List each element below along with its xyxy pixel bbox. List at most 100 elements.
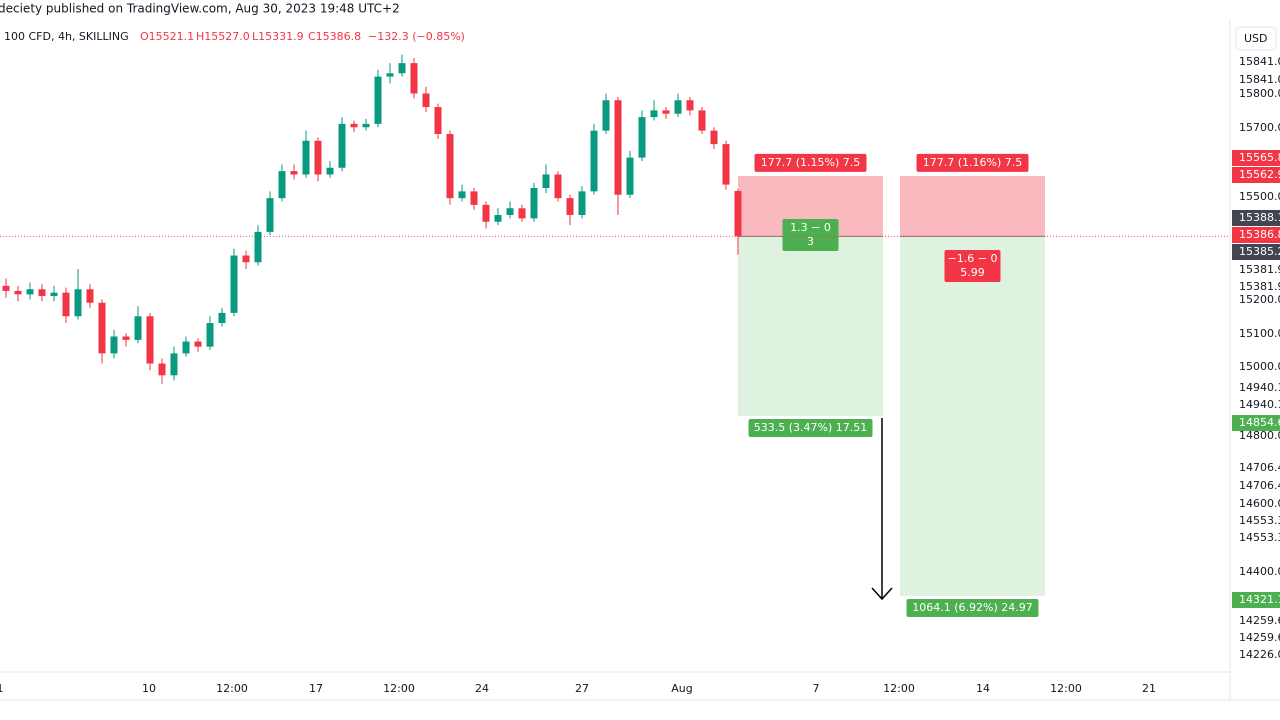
price-label: 14259.6 xyxy=(1239,614,1280,627)
candle-body xyxy=(326,167,334,175)
candle-body xyxy=(338,123,346,168)
candle-body xyxy=(494,214,502,222)
price-tag-bg xyxy=(1232,167,1280,183)
candle-body xyxy=(638,117,646,158)
candle-body xyxy=(134,316,142,340)
price-label: 15841.0 xyxy=(1239,73,1280,86)
time-label: Aug xyxy=(671,682,692,695)
candle-body xyxy=(386,73,394,77)
candle-body xyxy=(122,336,130,340)
candle-body xyxy=(182,341,190,354)
price-label: 15841.0 xyxy=(1239,55,1280,68)
candle-body xyxy=(14,290,22,295)
price-label: 15800.0 xyxy=(1239,87,1280,100)
price-tag-bg xyxy=(1232,592,1280,608)
candle-body xyxy=(734,191,742,237)
status-label: 3 xyxy=(807,235,814,248)
price-label: 15565.8 xyxy=(1239,151,1280,164)
candle-body xyxy=(278,171,286,199)
candle-body xyxy=(350,123,358,128)
candle-body xyxy=(158,363,166,376)
price-label: 15000.0 xyxy=(1239,360,1280,373)
price-label: 15700.0 xyxy=(1239,121,1280,134)
price-label: 14940.1 xyxy=(1239,381,1280,394)
time-label: 12:00 xyxy=(216,682,248,695)
candle-body xyxy=(506,208,514,215)
price-label: 15381.9 xyxy=(1239,263,1280,276)
stop-label-bg xyxy=(916,153,1029,172)
ohlc-high: H15527.0 xyxy=(196,30,250,43)
price-label: 15562.9 xyxy=(1239,168,1280,181)
target-zone xyxy=(900,236,1045,597)
stop-zone xyxy=(900,175,1045,237)
candle-body xyxy=(230,255,238,313)
candle-body xyxy=(530,187,538,219)
time-label: 12:00 xyxy=(383,682,415,695)
publish-header: deciety published on TradingView.com, Au… xyxy=(0,2,400,16)
candle-body xyxy=(578,191,586,215)
candle-body xyxy=(266,198,274,232)
time-label: 12:00 xyxy=(1050,682,1082,695)
price-label: 15381.9 xyxy=(1239,280,1280,293)
candle-body xyxy=(362,123,370,128)
candle-body xyxy=(62,292,70,317)
time-label: 1 xyxy=(0,682,4,695)
time-label: 21 xyxy=(1142,682,1156,695)
arrow-head xyxy=(871,587,893,601)
price-label: 15388.1 xyxy=(1239,211,1280,224)
candle-body xyxy=(662,110,670,114)
candle-body xyxy=(218,312,226,324)
candle-body xyxy=(470,191,478,205)
candle-body xyxy=(50,292,58,297)
price-label: 14854.6 xyxy=(1239,416,1280,429)
price-label: 14940.1 xyxy=(1239,398,1280,411)
currency[interactable]: USD xyxy=(1244,32,1268,45)
time-label: 10 xyxy=(142,682,156,695)
price-label: 15200.0 xyxy=(1239,293,1280,306)
target-label-bg xyxy=(748,418,873,437)
time-label: 17 xyxy=(309,682,323,695)
price-label: 14706.4 xyxy=(1239,461,1280,474)
candle-body xyxy=(614,100,622,195)
candle-body xyxy=(554,174,562,199)
candle-body xyxy=(674,100,682,114)
candle-body xyxy=(698,110,706,131)
candle-body xyxy=(374,76,382,124)
price-tag-bg xyxy=(1232,210,1280,226)
price-tag-bg xyxy=(1232,150,1280,166)
target-label: 533.5 (3.47%) 17.51 xyxy=(754,421,868,434)
price-label: 14553.3 xyxy=(1239,531,1280,544)
candle-body xyxy=(686,100,694,111)
status-label-bg xyxy=(782,219,839,251)
candle-body xyxy=(446,133,454,199)
candle-body xyxy=(290,171,298,175)
price-label: 15386.8 xyxy=(1239,228,1280,241)
candle-body xyxy=(110,336,118,354)
currency-button[interactable] xyxy=(1235,26,1277,51)
status-label: 5.99 xyxy=(960,266,985,279)
candle-body xyxy=(254,231,262,263)
time-label: 27 xyxy=(575,682,589,695)
candle-body xyxy=(26,289,34,295)
candle-body xyxy=(194,341,202,347)
candle-body xyxy=(650,110,658,118)
candle-body xyxy=(626,157,634,195)
price-label: 15385.2 xyxy=(1239,245,1280,258)
candle-body xyxy=(398,63,406,74)
price-label: 14706.4 xyxy=(1239,479,1280,492)
candle-body xyxy=(722,144,730,185)
candle-body xyxy=(410,63,418,94)
price-label: 14800.0 xyxy=(1239,429,1280,442)
price-label: 15500.0 xyxy=(1239,190,1280,203)
price-tag-bg xyxy=(1232,227,1280,243)
candle-body xyxy=(38,289,46,297)
time-label: 24 xyxy=(475,682,489,695)
ohlc-change: −132.3 (−0.85%) xyxy=(368,30,465,43)
target-label: 1064.1 (6.92%) 24.97 xyxy=(912,601,1033,614)
candle-body xyxy=(458,191,466,199)
price-label: 14553.3 xyxy=(1239,514,1280,527)
candle-body xyxy=(98,302,106,354)
candle-body xyxy=(542,174,550,188)
